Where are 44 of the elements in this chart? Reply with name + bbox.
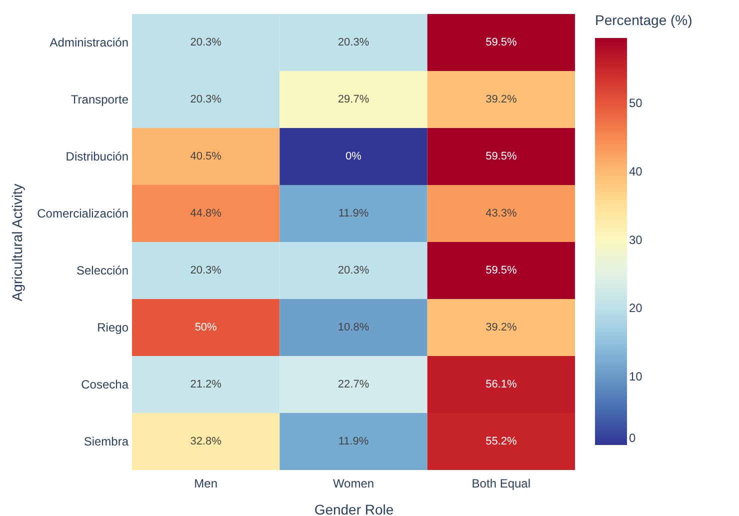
- y-tick-label: Distribución: [66, 150, 128, 164]
- data-label: 10.8%: [338, 322, 370, 334]
- y-tick-label: Riego: [97, 320, 129, 334]
- data-label: 50%: [194, 322, 218, 334]
- y-tick-label: Administración: [50, 36, 128, 50]
- data-label: 32.8%: [190, 436, 222, 448]
- data-label: 44.8%: [190, 208, 222, 220]
- data-label: 0%: [346, 150, 362, 162]
- data-label: 11.9%: [338, 436, 369, 448]
- data-label: 39.2%: [486, 94, 517, 106]
- data-label: 59.5%: [486, 264, 517, 276]
- y-tick-label: Cosecha: [81, 378, 129, 392]
- y-axis-title: Agricultural Activity: [9, 184, 26, 302]
- data-label: 56.1%: [486, 378, 517, 390]
- y-tick-label: Selección: [76, 264, 128, 278]
- data-label: 11.9%: [338, 208, 369, 220]
- color-bar-label: 10: [629, 370, 643, 384]
- data-label: 22.7%: [338, 378, 370, 390]
- data-label: 20.3%: [338, 36, 370, 48]
- color-bar-title: Percentage (%): [595, 12, 692, 28]
- data-label: 20.3%: [190, 264, 222, 276]
- data-label: 20.3%: [190, 36, 222, 48]
- data-label: 20.3%: [338, 264, 370, 276]
- y-tick-label: Comercialización: [37, 206, 128, 220]
- data-label: 43.3%: [486, 208, 517, 220]
- x-tick-label: Women: [332, 476, 374, 490]
- data-label: 59.5%: [486, 150, 517, 162]
- x-tick-label: Both Equal: [472, 476, 531, 490]
- color-bar-label: 50: [629, 96, 643, 110]
- data-label: 59.5%: [486, 36, 517, 48]
- x-axis-title: Gender Role: [314, 502, 394, 516]
- data-label: 20.3%: [190, 94, 222, 106]
- data-label: 21.2%: [190, 378, 222, 390]
- data-label: 29.7%: [338, 94, 370, 106]
- data-label: 40.5%: [190, 150, 222, 162]
- data-label: 39.2%: [486, 322, 517, 334]
- data-label: 55.2%: [486, 436, 517, 448]
- color-bar-label: 30: [629, 232, 643, 247]
- color-bar-label: 0: [629, 431, 636, 445]
- y-tick-label: Siembra: [84, 434, 129, 448]
- color-bar-label: 20: [629, 301, 643, 316]
- y-tick-label: Transporte: [70, 92, 129, 106]
- color-bar-label: 40: [629, 164, 643, 178]
- x-tick-label: Men: [194, 476, 218, 490]
